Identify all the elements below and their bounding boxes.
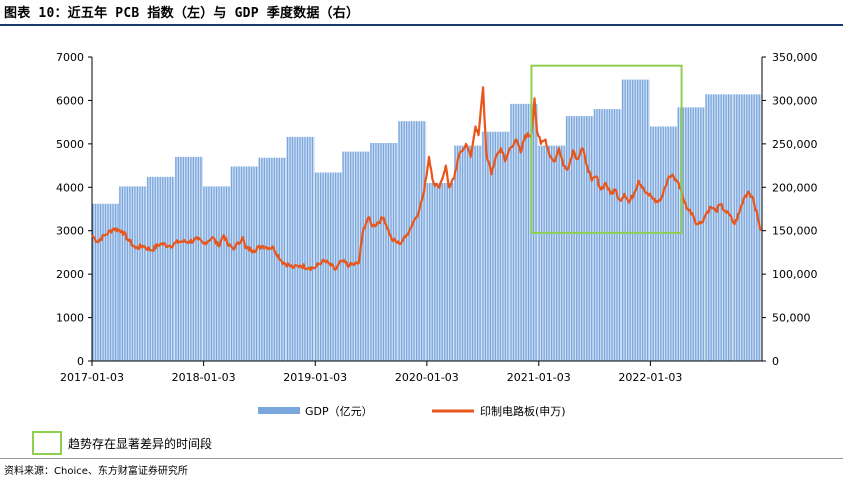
gdp-bar-2021Q4 [621, 79, 650, 361]
left-tick-label: 5000 [56, 138, 84, 151]
gdp-bars-layer [92, 79, 762, 362]
legend-pcb-label: 印制电路板(申万) [480, 404, 566, 418]
legend-gdp-swatch [258, 407, 300, 414]
gdp-bar-2019Q3 [369, 142, 399, 361]
chart-title: 图表 10：近五年 PCB 指数（左）与 GDP 季度数据（右） [4, 6, 360, 21]
x-tick-label: 2020-01-03 [395, 371, 459, 384]
gdp-bar-2017Q1 [92, 203, 119, 361]
right-tick-label: 200,000 [772, 181, 818, 194]
right-tick-label: 250,000 [772, 138, 818, 151]
legend-gdp-label: GDP（亿元） [305, 405, 373, 418]
highlight-legend-label: 趋势存在显著差异的时间段 [68, 437, 213, 451]
x-tick-label: 2017-01-03 [60, 371, 124, 384]
left-tick-label: 1000 [56, 312, 84, 325]
gdp-bar-2018Q2 [230, 166, 259, 361]
gdp-bar-2020Q2 [454, 145, 482, 361]
gdp-bar-2022Q4 [733, 94, 762, 361]
right-tick-label: 100,000 [772, 268, 818, 281]
x-tick-label: 2018-01-03 [172, 371, 236, 384]
right-tick-label: 50,000 [772, 312, 811, 325]
x-tick-label: 2019-01-03 [283, 371, 347, 384]
gdp-bar-2018Q4 [286, 136, 315, 361]
x-tick-label: 2022-01-03 [618, 371, 682, 384]
gdp-bar-2018Q1 [203, 186, 231, 361]
highlight-legend-swatch [32, 431, 62, 455]
right-tick-label: 150,000 [772, 225, 818, 238]
gdp-bar-2019Q2 [342, 151, 370, 361]
gdp-bar-2020Q3 [481, 131, 511, 361]
left-tick-label: 6000 [56, 94, 84, 107]
source-divider [0, 458, 843, 459]
gdp-bar-2021Q1 [538, 145, 566, 361]
highlight-layer [530, 64, 683, 234]
gdp-bar-2021Q2 [565, 116, 594, 361]
gdp-bar-2017Q3 [146, 176, 175, 361]
pcb-line-layer [91, 86, 762, 272]
left-tick-label: 2000 [56, 268, 84, 281]
divergence-highlight-box [530, 64, 683, 234]
left-tick-label: 4000 [56, 181, 84, 194]
title-divider [0, 24, 843, 26]
source-note: 资料来源：Choice、东方财富证券研究所 [4, 466, 188, 477]
right-tick-label: 0 [772, 355, 779, 368]
left-tick-label: 7000 [56, 51, 84, 64]
left-tick-label: 3000 [56, 225, 84, 238]
right-tick-label: 350,000 [772, 51, 818, 64]
pcb-gdp-chart: 0 1000 2000 3000 4000 5000 6000 7000 0 50,000 100,… [56, 51, 818, 418]
gdp-bar-2021Q3 [593, 109, 622, 361]
gdp-bar-2022Q1 [649, 126, 678, 361]
pcb-index-line [91, 86, 762, 272]
gdp-bar-2018Q3 [258, 157, 287, 361]
legend-layer: GDP（亿元） 印制电路板(申万) [258, 404, 566, 418]
gdp-bar-2017Q2 [118, 186, 147, 361]
x-tick-label: 2021-01-03 [507, 371, 571, 384]
right-tick-label: 300,000 [772, 94, 818, 107]
gdp-bar-2022Q3 [705, 94, 734, 361]
left-tick-label: 0 [77, 355, 84, 368]
gdp-bar-2020Q1 [426, 182, 455, 361]
gdp-bar-2017Q4 [174, 156, 204, 361]
axes-layer: 0 1000 2000 3000 4000 5000 6000 7000 0 50,000 100,… [56, 51, 818, 384]
